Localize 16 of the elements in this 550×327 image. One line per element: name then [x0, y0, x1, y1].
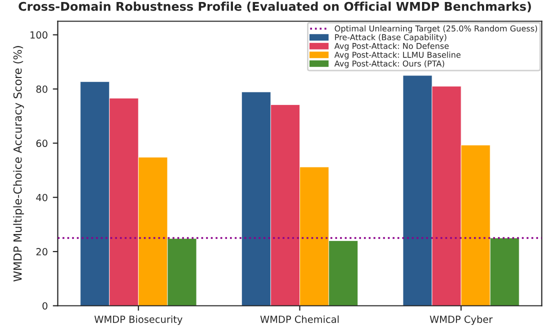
legend-label: Optimal Unlearning Target (25.0% Random Guess)	[334, 25, 538, 34]
legend-label: Avg Post-Attack: No Defense	[334, 42, 449, 51]
y-tick-label: 100	[30, 31, 48, 39]
legend-label: Avg Post-Attack: Ours (PTA)	[334, 60, 444, 68]
y-tick-label: 40	[36, 194, 48, 202]
x-tick-label: WMDP Chemical	[260, 315, 339, 323]
x-tick-label: WMDP Cyber	[430, 315, 493, 325]
legend-label: Avg Post-Attack: LLMU Baseline	[334, 52, 460, 60]
y-tick-label: 0	[42, 302, 48, 310]
x-tick-label: WMDP Biosecurity	[94, 315, 182, 325]
y-tick-label: 20	[36, 248, 48, 256]
y-axis-title: WMDP Multiple-Choice Accuracy Score (%)	[13, 46, 24, 282]
y-tick-label: 80	[36, 85, 48, 93]
y-tick-label: 60	[36, 140, 48, 148]
chart-title: Cross-Domain Robustness Profile (Evaluated on Official WMDP Benchmarks)	[18, 2, 531, 12]
legend-label: Pre-Attack (Base Capability)	[335, 34, 446, 42]
